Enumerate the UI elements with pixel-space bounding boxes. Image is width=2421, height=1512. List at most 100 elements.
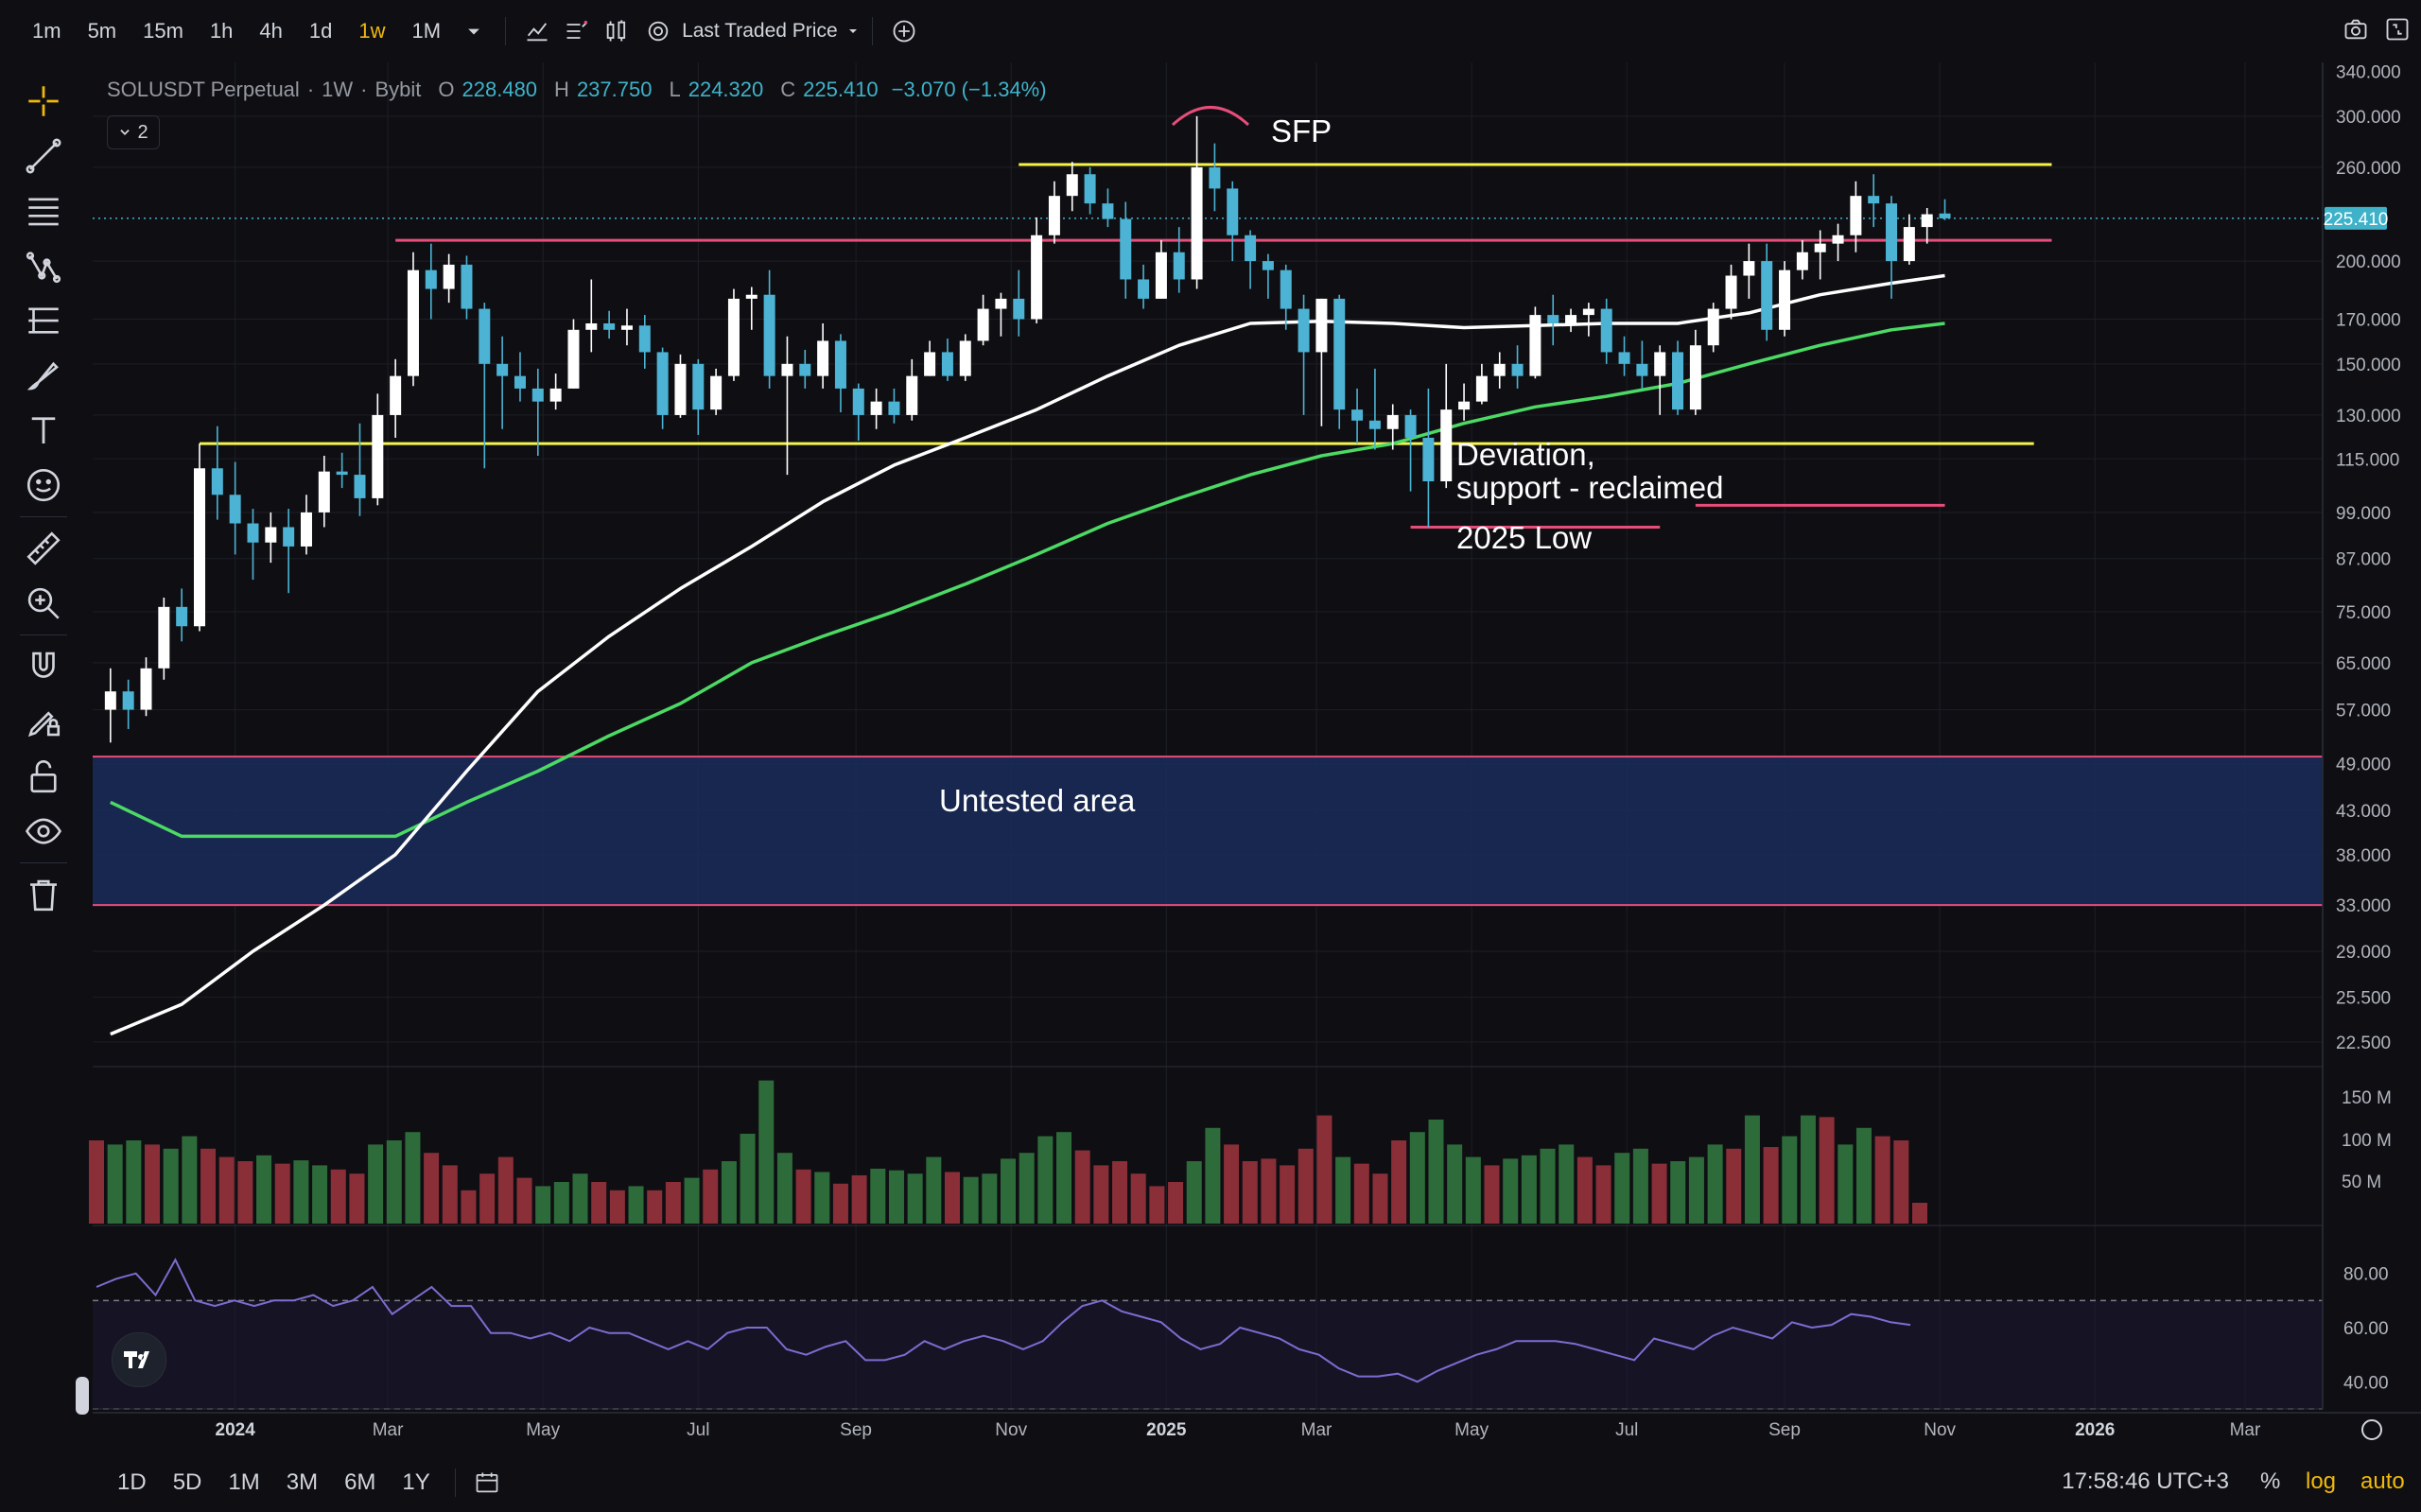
compare-icon[interactable] bbox=[601, 15, 633, 47]
timeframe-1d[interactable]: 1d bbox=[308, 19, 333, 43]
fib-tool-icon[interactable] bbox=[15, 293, 72, 348]
toolbar-separator bbox=[20, 634, 67, 635]
volume-bar bbox=[1874, 1136, 1890, 1224]
pattern-icon[interactable] bbox=[15, 238, 72, 293]
volume-bar bbox=[1576, 1156, 1593, 1224]
range-6M[interactable]: 6M bbox=[344, 1469, 376, 1495]
timeframe-1w[interactable]: 1w bbox=[358, 19, 386, 43]
volume-bar bbox=[1595, 1165, 1611, 1224]
ma-fast-line bbox=[110, 273, 1945, 1036]
chart-canvas[interactable]: 340.000 300.000 260.000 225.410 200.000 170.0… bbox=[0, 0, 2421, 1452]
candle-body bbox=[531, 388, 544, 402]
volume-bar bbox=[870, 1168, 886, 1224]
change-value: −3.070 (−1.34%) bbox=[891, 78, 1047, 101]
volume-bar bbox=[461, 1190, 477, 1224]
candle-body bbox=[1013, 298, 1025, 320]
timeframe-1h[interactable]: 1h bbox=[209, 19, 234, 43]
candle-body bbox=[1547, 315, 1559, 323]
low-2025-label: 2025 Low bbox=[1456, 520, 1593, 555]
horizontal-lines-icon[interactable] bbox=[15, 183, 72, 238]
add-plus-icon[interactable] bbox=[888, 15, 920, 47]
volume-bar bbox=[591, 1182, 607, 1224]
fullscreen-icon[interactable] bbox=[2381, 13, 2413, 45]
range-1D[interactable]: 1D bbox=[117, 1469, 147, 1495]
volume-bar bbox=[330, 1169, 346, 1224]
log-toggle[interactable]: log bbox=[2306, 1469, 2337, 1494]
volume-bar bbox=[1001, 1158, 1016, 1224]
camera-icon[interactable] bbox=[2340, 13, 2372, 45]
volume-bar bbox=[684, 1177, 700, 1224]
candle-body bbox=[799, 363, 811, 376]
candle-body bbox=[870, 401, 882, 415]
candle-body bbox=[603, 322, 616, 330]
volume-bar bbox=[442, 1165, 458, 1224]
clock-timezone[interactable]: 17:58:46 UTC+3 bbox=[2062, 1469, 2229, 1494]
volume-bar bbox=[851, 1174, 867, 1224]
volume-bar bbox=[182, 1136, 198, 1224]
trend-line-icon[interactable] bbox=[15, 129, 72, 183]
auto-toggle[interactable]: auto bbox=[2360, 1469, 2405, 1494]
candle-body bbox=[977, 308, 989, 341]
candle-body bbox=[941, 352, 953, 376]
candle-body bbox=[1600, 308, 1612, 353]
timeframe-4h[interactable]: 4h bbox=[259, 19, 283, 43]
timeframe-dropdown-icon[interactable] bbox=[458, 15, 490, 47]
indicators-count: 2 bbox=[137, 121, 148, 143]
timeframe-1M[interactable]: 1M bbox=[411, 19, 442, 43]
volume-bar bbox=[1893, 1140, 1909, 1224]
candle-body bbox=[1672, 352, 1684, 410]
zoom-in-icon[interactable] bbox=[15, 576, 72, 631]
low-value: 224.320 bbox=[688, 78, 764, 101]
range-5D[interactable]: 5D bbox=[172, 1469, 202, 1495]
range-1Y[interactable]: 1Y bbox=[402, 1469, 430, 1495]
ruler-icon[interactable] bbox=[15, 521, 72, 576]
timeframe-1m[interactable]: 1m bbox=[32, 19, 61, 43]
candle-body bbox=[1903, 227, 1915, 262]
indicators-icon[interactable] bbox=[561, 15, 593, 47]
percent-toggle[interactable]: % bbox=[2260, 1469, 2281, 1494]
tradingview-logo-icon[interactable] bbox=[112, 1332, 166, 1387]
volume-bar bbox=[479, 1173, 496, 1224]
candle-body bbox=[1066, 174, 1078, 197]
emoji-icon[interactable] bbox=[15, 458, 72, 513]
chart-type-icon[interactable] bbox=[521, 15, 553, 47]
volume-bar bbox=[1168, 1182, 1184, 1224]
range-3M[interactable]: 3M bbox=[286, 1469, 319, 1495]
volume-bar bbox=[1186, 1161, 1202, 1224]
eye-icon[interactable] bbox=[15, 804, 72, 859]
candle-body bbox=[461, 264, 473, 309]
range-1M[interactable]: 1M bbox=[228, 1469, 260, 1495]
text-icon[interactable] bbox=[15, 403, 72, 458]
volume-bar bbox=[1819, 1117, 1835, 1224]
indicators-toggle[interactable]: 2 bbox=[107, 115, 160, 149]
timeframe-15m[interactable]: 15m bbox=[143, 19, 183, 43]
time-axis-label: Jul bbox=[1615, 1420, 1638, 1440]
calendar-goto-icon[interactable] bbox=[471, 1467, 503, 1499]
candle-body bbox=[1404, 414, 1417, 438]
candle-body bbox=[1921, 214, 1933, 228]
price-axis-label: 33.000 bbox=[2336, 896, 2391, 916]
candle-body bbox=[852, 388, 864, 415]
volume-bar bbox=[982, 1173, 998, 1224]
price-axis-label: 43.000 bbox=[2336, 802, 2391, 822]
toolbar-separator bbox=[20, 516, 67, 517]
volume-pane bbox=[89, 1066, 2323, 1226]
volume-bar bbox=[758, 1080, 775, 1224]
volume-bar bbox=[274, 1163, 290, 1224]
magnet-icon[interactable] bbox=[15, 639, 72, 694]
lock-drawing-icon[interactable] bbox=[15, 694, 72, 749]
candle-body bbox=[1850, 196, 1862, 235]
crosshair-icon[interactable] bbox=[15, 74, 72, 129]
legend-dot: · bbox=[306, 78, 315, 101]
brush-icon[interactable] bbox=[15, 348, 72, 403]
candle-body bbox=[1386, 414, 1399, 429]
volume-bar bbox=[1688, 1156, 1704, 1224]
candle-body bbox=[496, 363, 509, 376]
price-axis-label: 65.000 bbox=[2336, 654, 2391, 674]
candle-body bbox=[425, 269, 437, 289]
symbol-name[interactable]: SOLUSDT Perpetual bbox=[107, 78, 300, 101]
unlock-icon[interactable] bbox=[15, 749, 72, 804]
timeframe-5m[interactable]: 5m bbox=[87, 19, 117, 43]
trash-icon[interactable] bbox=[15, 867, 72, 922]
price-source-selector[interactable]: Last Traded Price bbox=[642, 15, 861, 47]
